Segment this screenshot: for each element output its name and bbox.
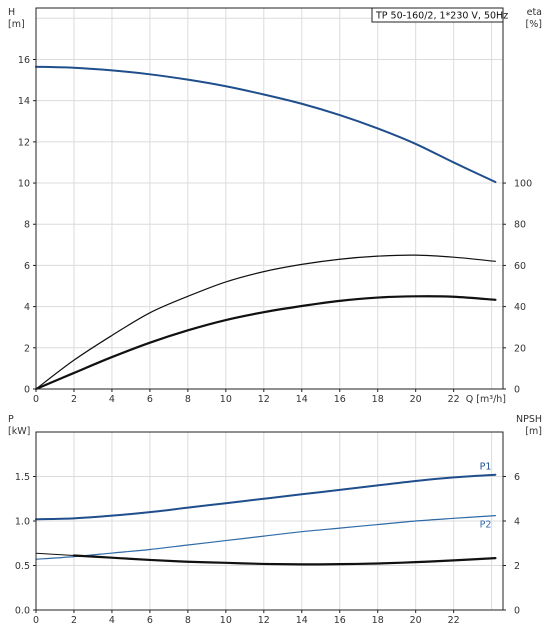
chart2-xtick-label-4: 8	[185, 615, 191, 625]
chart2-yrtick-label-2: 4	[514, 517, 520, 528]
chart2-series-p2	[35, 515, 497, 560]
chart1-yrtick-label-0: 0	[514, 385, 520, 396]
chart1-title: TP 50-160/2, 1*230 V, 50Hz	[375, 11, 508, 22]
chart2-ytick-label-0: 0.0	[15, 606, 30, 617]
chart1-ylabel-right-line-0: eta	[527, 7, 542, 18]
chart2-ytick-label-1: 0.5	[15, 561, 30, 572]
chart1-ytick-label-7: 14	[18, 96, 30, 107]
chart2-ylabel-right-line-1: [m]	[525, 426, 542, 437]
chart2-xtick-label-6: 12	[258, 615, 270, 625]
chart1-yrtick-label-4: 80	[514, 220, 526, 231]
chart1-xtick-label-6: 12	[258, 394, 270, 405]
chart1-ytick-label-6: 12	[18, 137, 30, 148]
chart1-xtick-label-3: 6	[147, 394, 153, 405]
chart2-xtick-label-1: 2	[71, 615, 77, 625]
chart1-yrtick-label-1: 20	[514, 343, 526, 354]
chart1-xtick-label-9: 18	[372, 394, 384, 405]
chart1-ylabel-right-line-1: [%]	[526, 19, 542, 30]
chart2-yrtick-label-3: 6	[514, 472, 520, 483]
chart1-ytick-label-4: 8	[24, 220, 30, 231]
chart1-ytick-label-8: 16	[18, 55, 30, 66]
chart1-xtick-label-10: 20	[410, 394, 422, 405]
chart2-xtick-label-9: 18	[372, 615, 384, 625]
chart1-xtick-label-0: 0	[33, 394, 39, 405]
chart2-xtick-label-7: 14	[296, 615, 308, 625]
chart1-ytick-label-3: 6	[24, 261, 30, 272]
chart2-ylabel-line-1: [kW]	[8, 426, 30, 437]
chart1-xtick-label-1: 2	[71, 394, 77, 405]
chart2-yrtick-label-1: 2	[514, 561, 520, 572]
chart1-xtick-label-11: 22	[448, 394, 460, 405]
chart1-series-curve-1	[35, 65, 497, 184]
chart2-xtick-label-8: 16	[334, 615, 346, 625]
chart1-plot-frame	[35, 7, 504, 390]
chart1-yrtick-label-2: 40	[514, 302, 526, 313]
chart1-xtick-label-7: 14	[296, 394, 308, 405]
chart1-xtick-label-4: 8	[185, 394, 191, 405]
chart1-ylabel-line-0: H	[8, 7, 15, 18]
chart1-xlabel: Q [m³/h]	[466, 394, 506, 405]
chart1-series-curve-2	[35, 254, 497, 390]
chart2-xtick-label-2: 4	[109, 615, 115, 625]
chart2-ylabel-right-line-0: NPSH	[516, 414, 542, 425]
chart2-series-label-p1: P1	[480, 462, 492, 473]
chart1-xtick-label-5: 10	[220, 394, 232, 405]
chart2-series-label-p2: P2	[480, 520, 492, 531]
chart1-yrtick-label-5: 100	[514, 179, 532, 190]
chart1-ytick-label-1: 2	[24, 343, 30, 354]
chart2-xtick-label-0: 0	[33, 615, 39, 625]
chart1-yrtick-label-3: 60	[514, 261, 526, 272]
chart1-series-curve-3	[34, 295, 497, 391]
chart2-ytick-label-3: 1.5	[15, 472, 30, 483]
chart1-ylabel-line-1: [m]	[8, 19, 25, 30]
chart2-ytick-label-2: 1.0	[15, 517, 30, 528]
chart2-xtick-label-11: 22	[448, 615, 460, 625]
chart2-xtick-label-3: 6	[147, 615, 153, 625]
chart2-yrtick-label-0: 0	[514, 606, 520, 617]
chart2-xtick-label-10: 20	[410, 615, 422, 625]
chart2-ylabel-line-0: P	[8, 414, 14, 425]
chart2-xtick-label-5: 10	[220, 615, 232, 625]
chart1-ytick-label-0: 0	[24, 385, 30, 396]
chart2-series-curve-4	[72, 554, 497, 566]
chart1-ytick-label-5: 10	[18, 179, 30, 190]
chart2-series-curve-3	[35, 552, 75, 556]
chart1-xtick-label-2: 4	[109, 394, 115, 405]
chart1-xtick-label-8: 16	[334, 394, 346, 405]
chart2-series-p1	[35, 473, 497, 521]
chart1-title-box	[371, 7, 504, 23]
chart1-ytick-label-2: 4	[24, 302, 30, 313]
